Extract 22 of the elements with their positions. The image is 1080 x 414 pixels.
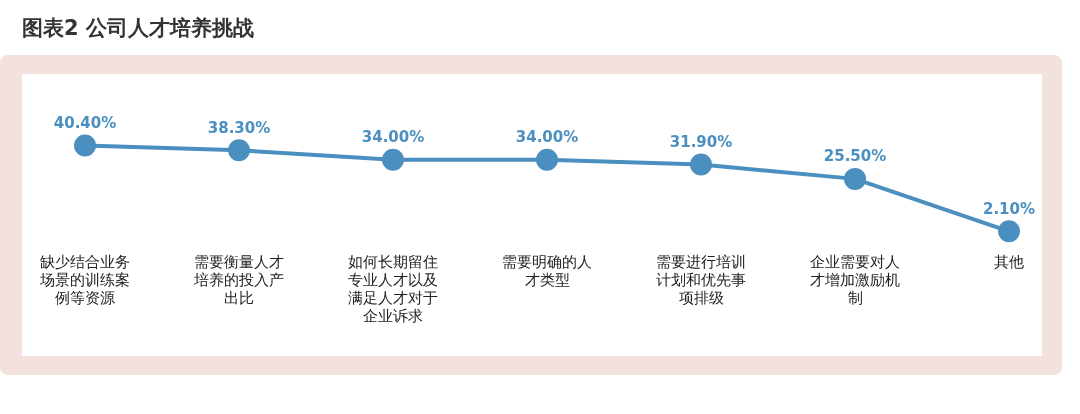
x-tick-label: 其他 (994, 252, 1024, 271)
data-label: 2.10% (982, 199, 1036, 218)
data-label: 34.00% (361, 128, 425, 147)
x-tick-label: 需要衡量人才培养的投入产出比 (193, 252, 284, 307)
point (74, 134, 96, 157)
point (690, 153, 712, 176)
data-label: 25.50% (823, 147, 887, 166)
x-tick-label: 需要进行培训计划和优先事项排级 (656, 252, 746, 307)
point (998, 220, 1020, 243)
point (844, 167, 866, 190)
data-label: 34.00% (515, 128, 579, 147)
x-tick-label: 企业需要对人才增加激励机制 (810, 252, 900, 307)
x-tick-label: 需要明确的人才类型 (502, 252, 592, 289)
chart-title: 图表2 公司人才培养挑战 (22, 15, 254, 42)
point (382, 148, 404, 171)
data-label: 31.90% (669, 132, 733, 151)
point (228, 139, 250, 162)
data-label: 38.30% (207, 118, 271, 137)
x-tick-label: 缺少结合业务场景的训练案例等资源 (39, 252, 130, 307)
data-label: 40.40% (53, 113, 117, 132)
x-tick-label: 如何长期留住专业人才以及满足人才对于企业诉求 (348, 252, 438, 325)
point (536, 148, 558, 171)
